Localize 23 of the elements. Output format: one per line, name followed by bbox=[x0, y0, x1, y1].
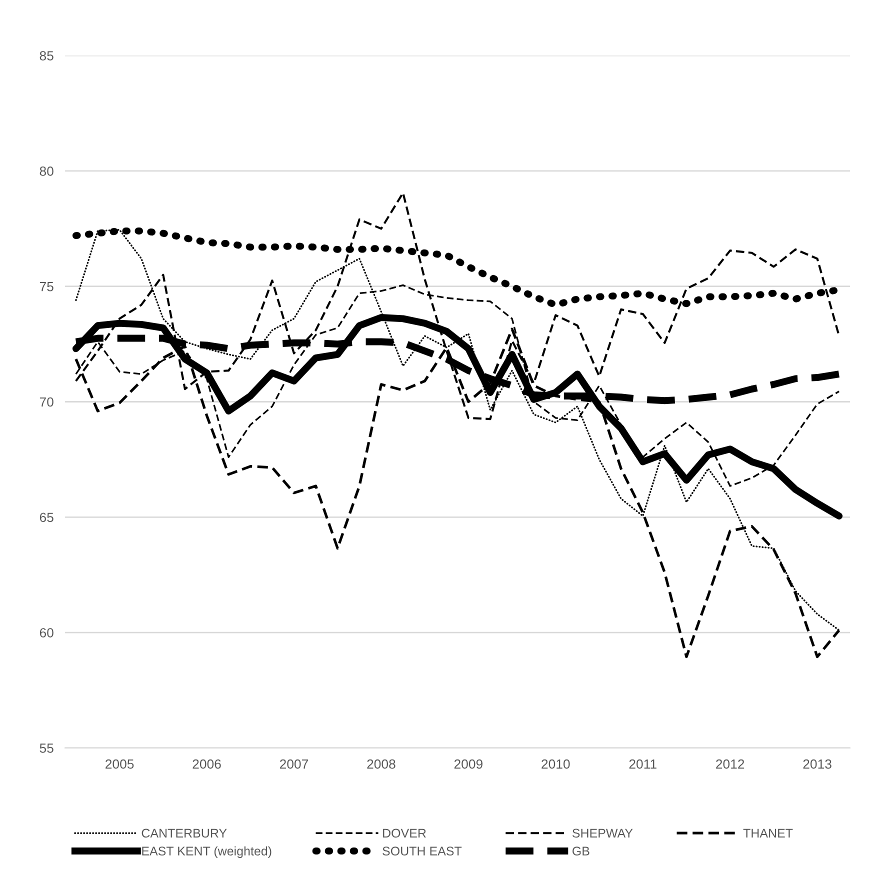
y-tick-label: 55 bbox=[40, 744, 54, 753]
x-tick-label: 2010 bbox=[542, 759, 570, 769]
legend-label: SOUTH EAST bbox=[382, 846, 462, 856]
x-tick-label: 2009 bbox=[454, 759, 482, 769]
x-tick-label: 2005 bbox=[106, 759, 134, 769]
y-tick-label: 75 bbox=[40, 282, 54, 292]
legend-label: SHEPWAY bbox=[572, 828, 633, 838]
legend-label: CANTERBURY bbox=[142, 828, 227, 838]
x-tick-label: 2011 bbox=[629, 759, 656, 769]
x-tick-label: 2007 bbox=[280, 759, 308, 769]
y-tick-label: 85 bbox=[40, 51, 54, 60]
y-tick-label: 70 bbox=[40, 397, 54, 407]
x-tick-label: 2008 bbox=[367, 759, 396, 769]
x-tick-label: 2013 bbox=[803, 759, 832, 769]
legend-label: DOVER bbox=[383, 828, 426, 838]
y-tick-label: 80 bbox=[40, 166, 54, 176]
legend-label: GB bbox=[572, 846, 590, 856]
y-tick-label: 60 bbox=[40, 628, 54, 638]
x-tick-label: 2006 bbox=[192, 759, 221, 769]
x-tick-label: 2012 bbox=[716, 759, 744, 769]
y-tick-label: 65 bbox=[40, 512, 54, 522]
legend-label: EAST KENT (weighted) bbox=[142, 846, 272, 858]
legend-label: THANET bbox=[743, 828, 793, 838]
